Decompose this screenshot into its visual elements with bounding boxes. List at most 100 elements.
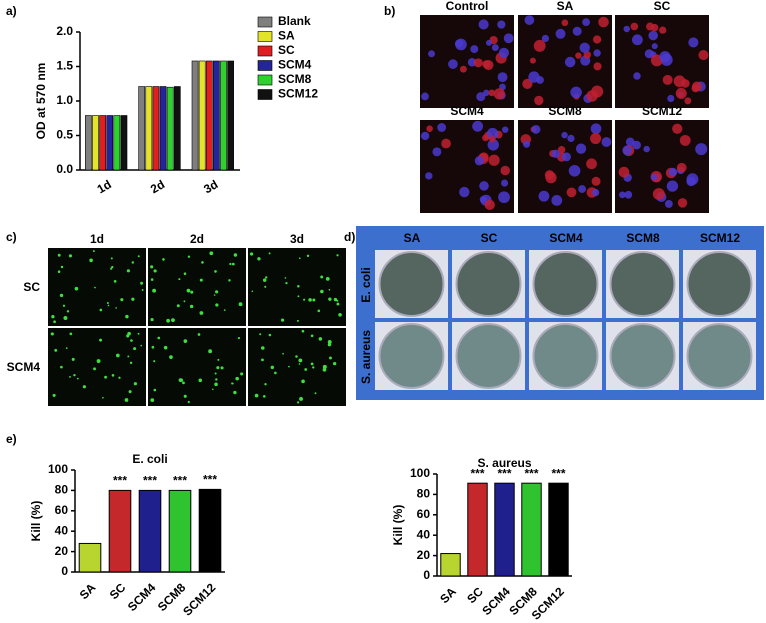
cell	[199, 278, 203, 282]
cell	[579, 42, 590, 53]
panel-label: c)	[6, 230, 17, 244]
cell	[536, 76, 544, 84]
cell	[264, 285, 267, 288]
significance-mark: ***	[551, 466, 565, 480]
cell	[217, 358, 220, 361]
cell	[126, 269, 130, 273]
column-title: SC	[481, 231, 498, 245]
cell	[491, 44, 499, 52]
cell	[336, 299, 339, 302]
cell	[618, 166, 630, 178]
legend-label: Blank	[278, 14, 311, 28]
petri-dish	[532, 323, 599, 389]
cell	[301, 379, 305, 384]
cell	[310, 362, 314, 366]
cell	[437, 123, 447, 132]
bar	[227, 60, 234, 171]
bar	[113, 115, 121, 171]
column-title: SCM4	[549, 231, 583, 245]
cell	[137, 332, 140, 335]
cell	[106, 301, 109, 304]
legend-label: SA	[278, 29, 295, 43]
cell	[633, 72, 641, 80]
column-title: 1d	[90, 232, 104, 246]
cell	[93, 367, 96, 371]
cell	[163, 345, 168, 350]
cell	[551, 149, 560, 159]
cell	[327, 339, 332, 344]
micrograph	[248, 328, 346, 406]
cell	[622, 145, 632, 156]
cell	[284, 277, 287, 279]
image-title: SCM8	[548, 104, 582, 118]
cell	[668, 167, 678, 177]
cell	[223, 309, 226, 311]
cell	[237, 337, 241, 340]
cell	[261, 358, 264, 362]
cell	[541, 34, 549, 43]
x-tick-label: SCM4	[479, 584, 513, 618]
panel-label: a)	[6, 4, 17, 18]
micrograph	[248, 248, 346, 326]
cell	[187, 400, 190, 404]
row-title: E. coli	[359, 267, 373, 302]
cell	[557, 146, 566, 154]
cell	[666, 180, 679, 192]
cell	[529, 57, 536, 64]
cell	[484, 199, 495, 210]
cell	[92, 250, 95, 253]
cell	[151, 345, 155, 349]
bar	[138, 489, 162, 573]
micrograph	[148, 328, 246, 406]
cell	[259, 333, 262, 336]
cell	[301, 329, 305, 333]
petri-dish	[686, 251, 753, 317]
cell	[310, 334, 314, 338]
cell	[220, 366, 224, 370]
cell	[432, 147, 442, 157]
cell	[643, 145, 650, 153]
cell	[303, 298, 306, 301]
cell	[679, 134, 691, 146]
cell	[99, 338, 103, 342]
cell	[651, 43, 658, 50]
cell	[545, 171, 557, 184]
cell	[120, 298, 124, 302]
cell	[110, 257, 113, 260]
cell	[575, 52, 582, 59]
cell	[567, 134, 575, 143]
cell	[659, 51, 671, 63]
cell	[586, 90, 598, 102]
y-tick-label: 0.5	[56, 128, 73, 142]
cell	[162, 258, 165, 261]
micrograph	[148, 248, 246, 326]
cell	[178, 278, 181, 281]
cell	[125, 314, 129, 319]
panel-label: d)	[344, 230, 355, 244]
cell	[176, 304, 180, 308]
legend-swatch	[257, 89, 273, 100]
cell	[201, 261, 204, 264]
panel-label: e)	[6, 432, 17, 446]
cell	[336, 254, 339, 257]
x-tick-label: 3d	[201, 177, 220, 196]
cell	[459, 186, 470, 198]
cell	[522, 78, 533, 89]
y-tick-label: 40	[55, 523, 69, 537]
cell	[263, 395, 266, 398]
cell	[582, 18, 590, 27]
cell	[96, 359, 101, 363]
cell	[233, 253, 238, 257]
cell	[561, 131, 568, 139]
cell	[320, 275, 324, 279]
column-title: 3d	[290, 232, 304, 246]
cell	[209, 251, 214, 256]
cell	[441, 138, 451, 149]
bar	[198, 488, 222, 573]
cell	[127, 355, 130, 358]
cell	[169, 355, 173, 359]
cell	[213, 294, 216, 296]
cell	[150, 265, 154, 269]
cell	[489, 136, 496, 143]
